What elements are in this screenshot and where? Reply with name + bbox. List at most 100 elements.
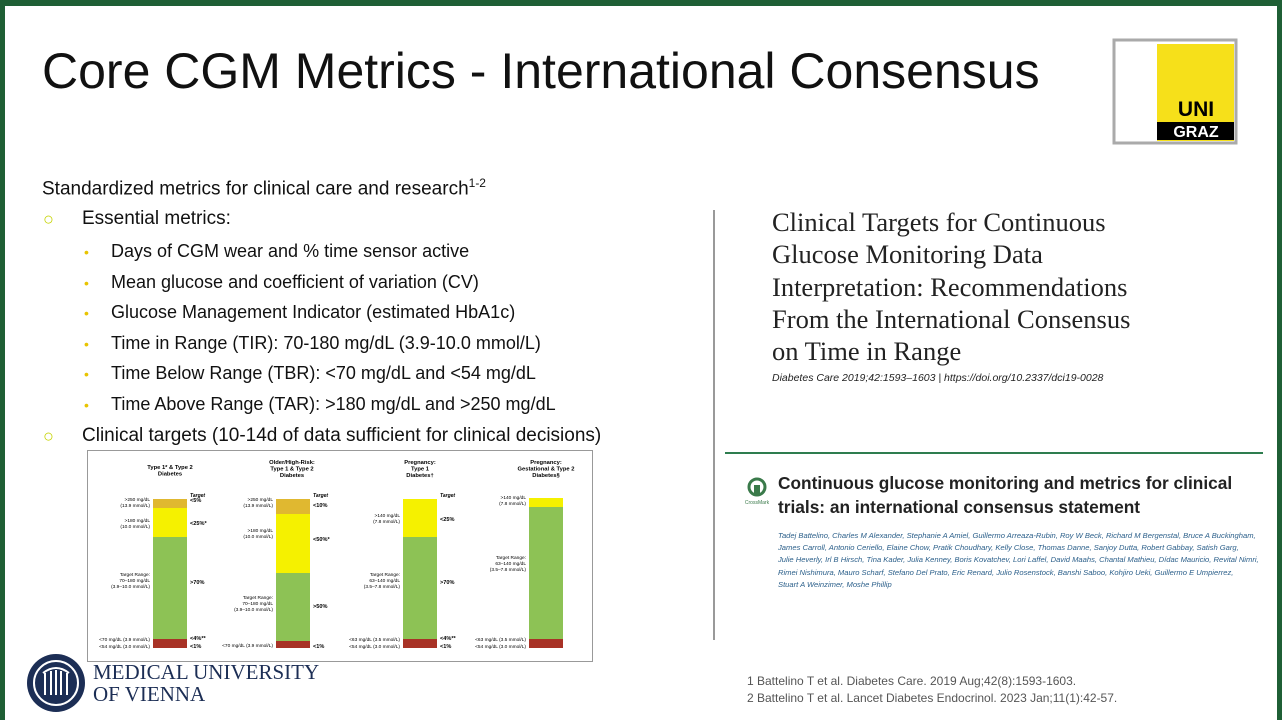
target-value: <25% bbox=[440, 517, 454, 523]
bar-segment bbox=[403, 537, 437, 639]
list-subitem: Time in Range (TIR): 70-180 mg/dL (3.9-1… bbox=[111, 332, 541, 353]
column-header: Pregnancy: bbox=[530, 460, 562, 466]
logo-band bbox=[1157, 122, 1234, 140]
list-subitem: Time Above Range (TAR): >180 mg/dL and >… bbox=[111, 394, 556, 414]
sub-bullet: • bbox=[84, 274, 89, 291]
target-value: >50% bbox=[313, 604, 327, 610]
bar-segment bbox=[403, 639, 437, 648]
bullet: ○ bbox=[43, 209, 54, 229]
range-label: >250 mg/dL bbox=[125, 497, 151, 503]
range-label: (13.9 mmol/L) bbox=[243, 503, 273, 509]
crossmark-icon: CrossMark bbox=[745, 477, 770, 506]
range-label: (10.0 mmol/L) bbox=[120, 524, 150, 530]
bullet: ○ bbox=[43, 425, 54, 446]
sub-bullet: • bbox=[84, 244, 89, 260]
column-header: Older/High-Risk: bbox=[269, 460, 315, 466]
meduni-name: OF VIENNA bbox=[93, 682, 206, 706]
paper-title: Clinical Targets for Continuous bbox=[772, 207, 1106, 237]
uni-graz-logo: UNI GRAZ bbox=[1112, 38, 1238, 145]
list-subitem: Mean glucose and coefficient of variatio… bbox=[111, 271, 479, 292]
list-subitem: Time Below Range (TBR): <70 mg/dL and <5… bbox=[111, 363, 536, 384]
target-value: <25%* bbox=[190, 521, 207, 527]
range-label: >140 mg/dL bbox=[375, 513, 401, 519]
list-item: Essential metrics: bbox=[82, 208, 231, 229]
range-label: (3.9–10.0 mmol/L) bbox=[111, 584, 150, 590]
target-heading: Target bbox=[190, 493, 205, 499]
meduni-name: MEDICAL UNIVERSITY bbox=[93, 660, 320, 684]
range-label: <54 mg/dL (3.0 mmol/L) bbox=[349, 644, 400, 650]
paper-title: Glucose Monitoring Data bbox=[772, 239, 1043, 270]
reference-mark: 1-2 bbox=[468, 176, 486, 190]
bar-segment bbox=[529, 507, 563, 639]
column-header: Type 1* & Type 2 bbox=[147, 465, 193, 471]
target-value: >70% bbox=[190, 580, 204, 586]
author-list: Stuart A Weinzimer, Moshe Phillip bbox=[778, 579, 892, 589]
list-subitem: Days of CGM wear and % time sensor activ… bbox=[111, 241, 470, 261]
paper-title: on Time in Range bbox=[772, 336, 962, 367]
paper-title: trials: an international consensus state… bbox=[778, 497, 1141, 517]
range-label: (3.5–7.8 mmol/L) bbox=[364, 584, 401, 590]
range-label: >180 mg/dL bbox=[248, 528, 274, 534]
bar-segment bbox=[153, 537, 187, 639]
bar-segment bbox=[153, 508, 187, 537]
target-heading: Target bbox=[440, 493, 455, 499]
range-label: <70 mg/dL (3.9 mmol/L) bbox=[99, 637, 150, 643]
range-label: >180 mg/dL bbox=[125, 518, 151, 524]
sub-bullet: • bbox=[84, 397, 89, 413]
crossmark-label: CrossMark bbox=[745, 500, 770, 506]
crossmark-bookmark bbox=[754, 485, 760, 495]
target-value: <1% bbox=[190, 644, 201, 650]
sub-bullet: • bbox=[84, 305, 89, 322]
meduni-logo bbox=[27, 654, 85, 712]
paper-title: From the International Consensus bbox=[772, 303, 1131, 334]
paper-title: Continuous glucose monitoring and metric… bbox=[778, 473, 1233, 493]
range-label: >250 mg/dL bbox=[248, 497, 274, 503]
list-subitem: Glucose Management Indicator (estimated … bbox=[111, 302, 516, 323]
author-list: James Carroll, Antonio Ceriello, Elaine … bbox=[778, 543, 1239, 553]
bar-segment bbox=[529, 639, 563, 648]
range-label: 63–140 mg/dL bbox=[495, 561, 526, 567]
bar-segment bbox=[153, 499, 187, 508]
target-value: <50%* bbox=[313, 537, 330, 543]
target-value: <1% bbox=[440, 644, 451, 650]
reference: 1 Battelino T et al. Diabetes Care. 2019… bbox=[747, 674, 1077, 688]
target-value: >70% bbox=[440, 580, 454, 586]
range-label: <54 mg/dL (3.0 mmol/L) bbox=[475, 644, 526, 650]
divider bbox=[713, 210, 715, 640]
column-header: Diabetes bbox=[280, 473, 304, 479]
slide: Core CGM Metrics - International Consens… bbox=[5, 6, 1277, 720]
range-label: 63–140 mg/dL bbox=[369, 578, 400, 584]
bar-segment bbox=[276, 641, 310, 648]
sub-bullet: • bbox=[84, 366, 89, 383]
range-label: 70–180 mg/dL bbox=[242, 601, 273, 607]
bar-segment bbox=[529, 498, 563, 507]
range-label: (13.9 mmol/L) bbox=[120, 503, 150, 509]
logo-columns bbox=[42, 667, 70, 695]
column-header: Gestational & Type 2 bbox=[518, 467, 575, 473]
separator bbox=[725, 452, 1263, 454]
bar-segment bbox=[403, 499, 437, 537]
target-value: <4%** bbox=[440, 636, 457, 642]
target-value: <10% bbox=[313, 503, 327, 509]
slide-title: Core CGM Metrics - International Consens… bbox=[42, 43, 1040, 99]
column-header: Diabetes bbox=[158, 472, 182, 478]
author-list: Julie Heverly, Irl B Hirsch, Tina Kader,… bbox=[778, 555, 1259, 565]
author-list: Tadej Battelino, Charles M Alexander, St… bbox=[778, 531, 1256, 540]
column-header: Type 1 bbox=[411, 467, 430, 473]
reference: 2 Battelino T et al. Lancet Diabetes End… bbox=[747, 691, 1118, 705]
range-label: Target Range: bbox=[496, 555, 526, 561]
logo-text: GRAZ bbox=[1173, 124, 1219, 141]
author-list: Rimei Nishimura, Mauro Scharf, Stefano D… bbox=[778, 567, 1234, 577]
range-label: (7.8 mmol/L) bbox=[499, 501, 526, 507]
column-header: Diabetes† bbox=[406, 473, 433, 479]
paper-title: Interpretation: Recommendations bbox=[772, 271, 1128, 302]
target-value: <4%** bbox=[190, 636, 207, 642]
column-header: Pregnancy: bbox=[404, 460, 436, 466]
range-label: <70 mg/dL (3.9 mmol/L) bbox=[222, 643, 273, 649]
range-label: Target Range: bbox=[120, 572, 150, 578]
range-label: (3.5–7.8 mmol/L) bbox=[490, 567, 527, 573]
bar-segment bbox=[276, 499, 310, 514]
list-item: Clinical targets (10-14d of data suffici… bbox=[82, 424, 602, 446]
bar-segment bbox=[276, 573, 310, 641]
